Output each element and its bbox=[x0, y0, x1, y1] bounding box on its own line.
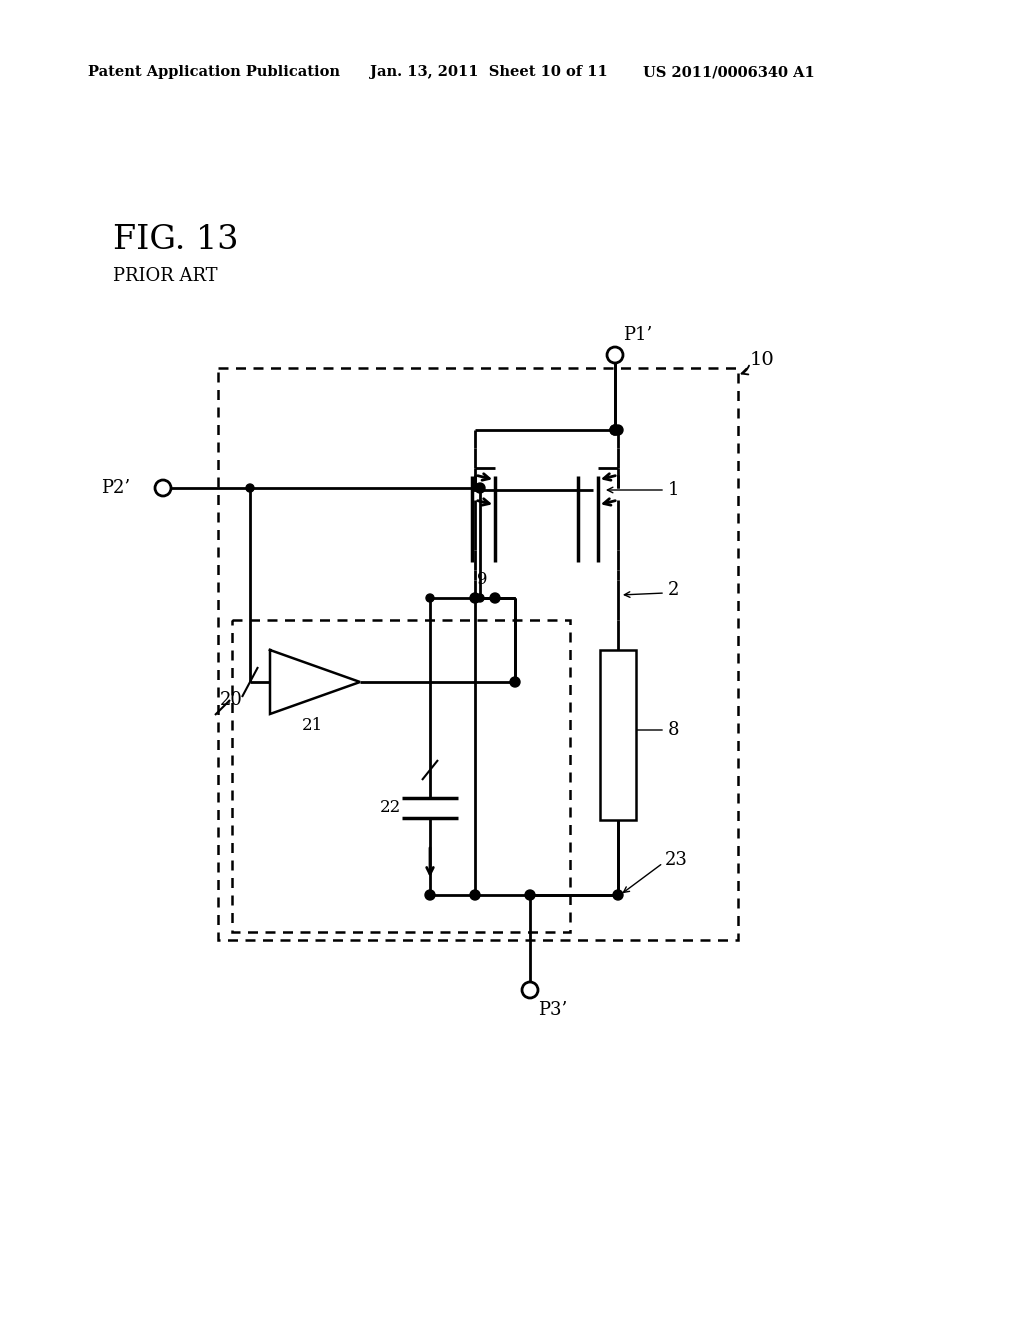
Text: 9: 9 bbox=[477, 572, 487, 587]
Text: P1’: P1’ bbox=[623, 326, 652, 345]
Circle shape bbox=[522, 982, 538, 998]
Circle shape bbox=[155, 480, 171, 496]
Text: 2: 2 bbox=[668, 581, 679, 599]
Text: 22: 22 bbox=[380, 800, 401, 817]
Bar bbox=[600, 649, 636, 820]
Circle shape bbox=[525, 890, 535, 900]
Circle shape bbox=[613, 890, 623, 900]
Circle shape bbox=[475, 483, 485, 492]
Text: 21: 21 bbox=[302, 717, 324, 734]
Circle shape bbox=[470, 593, 480, 603]
Text: P3’: P3’ bbox=[538, 1001, 567, 1019]
Bar bbox=[232, 620, 570, 932]
Circle shape bbox=[246, 484, 254, 492]
Text: 23: 23 bbox=[665, 851, 688, 869]
Circle shape bbox=[476, 594, 484, 602]
Circle shape bbox=[510, 677, 520, 686]
Text: US 2011/0006340 A1: US 2011/0006340 A1 bbox=[643, 65, 815, 79]
Text: 1: 1 bbox=[668, 480, 680, 499]
Text: PRIOR ART: PRIOR ART bbox=[113, 267, 217, 285]
Text: Patent Application Publication: Patent Application Publication bbox=[88, 65, 340, 79]
Circle shape bbox=[470, 890, 480, 900]
Text: 20: 20 bbox=[220, 690, 243, 709]
Text: 8: 8 bbox=[668, 721, 680, 739]
Text: FIG. 13: FIG. 13 bbox=[113, 224, 239, 256]
Text: P2’: P2’ bbox=[101, 479, 130, 498]
Bar bbox=[218, 368, 738, 940]
Text: Jan. 13, 2011  Sheet 10 of 11: Jan. 13, 2011 Sheet 10 of 11 bbox=[370, 65, 608, 79]
Circle shape bbox=[610, 425, 620, 436]
Circle shape bbox=[610, 425, 620, 436]
Text: 10: 10 bbox=[750, 351, 775, 370]
Circle shape bbox=[613, 425, 623, 436]
Circle shape bbox=[490, 593, 500, 603]
Circle shape bbox=[426, 594, 434, 602]
Circle shape bbox=[607, 347, 623, 363]
Circle shape bbox=[425, 890, 435, 900]
